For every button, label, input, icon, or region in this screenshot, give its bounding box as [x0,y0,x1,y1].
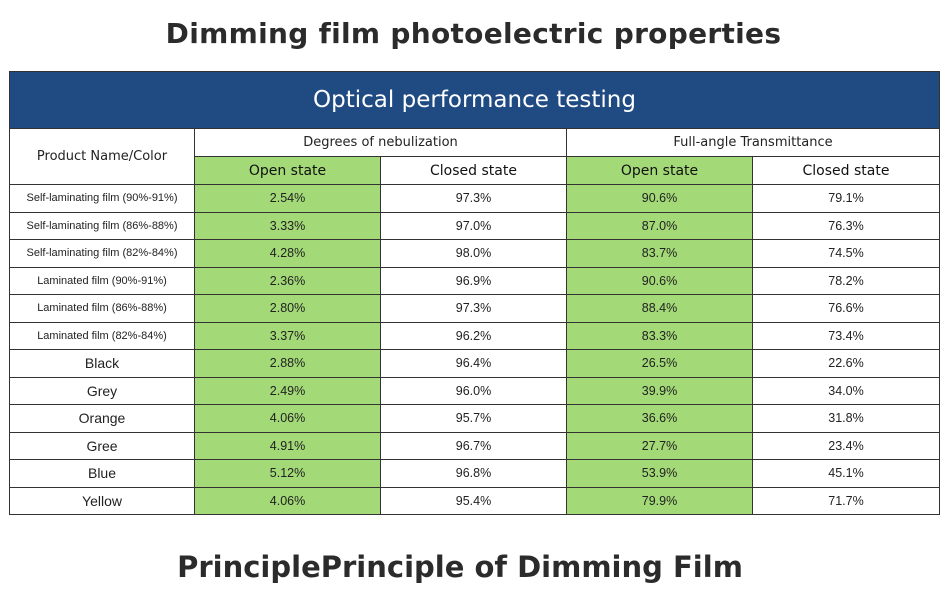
transmittance-closed-state-header: Closed state [752,156,940,185]
transmittance-closed-cell: 76.3% [752,211,940,240]
nebulization-closed-cell: 97.3% [380,184,567,213]
nebulization-closed-cell: 96.7% [380,431,567,460]
transmittance-closed-cell: 79.1% [752,184,940,213]
transmittance-open-cell: 27.7% [566,431,753,460]
product-name-cell: Laminated film (90%-91%) [9,266,195,295]
product-name-cell: Black [9,349,195,378]
table-row: Gree 4.91% 96.7% 27.7% 23.4% [9,431,940,460]
table-row: Self-laminating film (90%-91%) 2.54% 97.3%… [9,184,940,213]
page-title: Dimming film photoelectric properties [165,17,782,50]
nebulization-closed-cell: 96.8% [380,459,567,488]
transmittance-closed-cell: 23.4% [752,431,940,460]
transmittance-open-cell: 83.7% [566,239,753,268]
product-name-cell: Self-laminating film (86%-88%) [9,211,195,240]
nebulization-closed-state-header: Closed state [380,156,567,185]
table-body: Optical performance testing Product Name… [9,71,940,515]
nebulization-open-cell: 2.80% [194,294,381,323]
transmittance-group-header: Full-angle Transmittance [566,128,940,157]
table-row: Laminated film (90%-91%) 2.36% 96.9% 90.6% 7… [9,266,940,295]
product-name-cell: Self-laminating film (82%-84%) [9,239,195,268]
table-banner: Optical performance testing [9,71,940,129]
product-name-cell: Orange [9,404,195,433]
transmittance-open-cell: 90.6% [566,184,753,213]
product-name-cell: Gree [9,431,195,460]
transmittance-open-cell: 36.6% [566,404,753,433]
transmittance-closed-cell: 74.5% [752,239,940,268]
transmittance-open-cell: 88.4% [566,294,753,323]
transmittance-open-cell: 90.6% [566,266,753,295]
section-title: PrinciplePrinciple of Dimming Film [177,550,743,584]
table-row: Orange 4.06% 95.7% 36.6% 31.8% [9,404,940,433]
transmittance-open-cell: 83.3% [566,321,753,350]
transmittance-closed-cell: 31.8% [752,404,940,433]
transmittance-open-cell: 39.9% [566,376,753,405]
nebulization-closed-cell: 97.3% [380,294,567,323]
nebulization-open-state-header: Open state [194,156,381,185]
product-name-cell: Self-laminating film (90%-91%) [9,184,195,213]
nebulization-open-cell: 2.36% [194,266,381,295]
transmittance-closed-cell: 71.7% [752,486,940,515]
transmittance-closed-cell: 78.2% [752,266,940,295]
table-row: Grey 2.49% 96.0% 39.9% 34.0% [9,376,940,405]
optical-performance-table: Optical performance testing Product Name… [9,71,940,515]
product-name-cell: Laminated film (82%-84%) [9,321,195,350]
transmittance-open-state-header: Open state [566,156,753,185]
product-name-header: Product Name/Color [9,128,195,185]
product-name-cell: Laminated film (86%-88%) [9,294,195,323]
nebulization-open-cell: 3.37% [194,321,381,350]
nebulization-open-cell: 4.06% [194,404,381,433]
transmittance-open-cell: 26.5% [566,349,753,378]
nebulization-closed-cell: 98.0% [380,239,567,268]
transmittance-closed-cell: 34.0% [752,376,940,405]
transmittance-closed-cell: 45.1% [752,459,940,488]
nebulization-open-cell: 5.12% [194,459,381,488]
table-row: Black 2.88% 96.4% 26.5% 22.6% [9,349,940,378]
banner-row: Optical performance testing [9,71,940,129]
nebulization-open-cell: 2.49% [194,376,381,405]
product-name-cell: Blue [9,459,195,488]
transmittance-open-cell: 87.0% [566,211,753,240]
nebulization-closed-cell: 97.0% [380,211,567,240]
nebulization-open-cell: 2.88% [194,349,381,378]
transmittance-closed-cell: 22.6% [752,349,940,378]
transmittance-closed-cell: 73.4% [752,321,940,350]
nebulization-open-cell: 4.28% [194,239,381,268]
nebulization-closed-cell: 95.7% [380,404,567,433]
transmittance-open-cell: 53.9% [566,459,753,488]
table-row: Laminated film (82%-84%) 3.37% 96.2% 83.3% 7… [9,321,940,350]
group-header-row: Product Name/Color Degrees of nebulizati… [9,128,940,185]
transmittance-open-cell: 79.9% [566,486,753,515]
nebulization-open-cell: 2.54% [194,184,381,213]
nebulization-closed-cell: 96.4% [380,349,567,378]
state-header-row: Open state Closed state Open state Close… [10,156,940,185]
nebulization-open-cell: 3.33% [194,211,381,240]
table-row: Laminated film (86%-88%) 2.80% 97.3% 88.4% 7… [9,294,940,323]
table-row: Self-laminating film (86%-88%) 3.33% 97.0%… [9,211,940,240]
nebulization-closed-cell: 96.2% [380,321,567,350]
table-row: Yellow 4.06% 95.4% 79.9% 71.7% [9,486,940,515]
nebulization-group-header: Degrees of nebulization [194,128,567,157]
nebulization-closed-cell: 96.0% [380,376,567,405]
product-name-cell: Yellow [9,486,195,515]
transmittance-closed-cell: 76.6% [752,294,940,323]
nebulization-open-cell: 4.91% [194,431,381,460]
product-name-cell: Grey [9,376,195,405]
table-row: Blue 5.12% 96.8% 53.9% 45.1% [9,459,940,488]
nebulization-closed-cell: 96.9% [380,266,567,295]
nebulization-closed-cell: 95.4% [380,486,567,515]
table-row: Self-laminating film (82%-84%) 4.28% 98.0%… [9,239,940,268]
nebulization-open-cell: 4.06% [194,486,381,515]
